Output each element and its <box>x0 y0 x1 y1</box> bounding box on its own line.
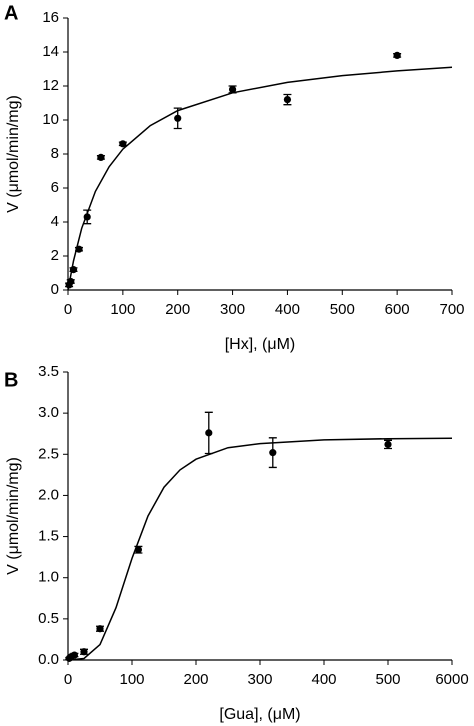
x-tick-label: 400 <box>275 301 300 318</box>
fit-curve <box>67 66 453 291</box>
y-tick-label: 2.5 <box>38 445 59 462</box>
y-axis-label: V (μmol/min/mg) <box>5 95 22 213</box>
data-point <box>174 114 182 122</box>
data-point <box>67 277 75 286</box>
data-point <box>283 96 292 104</box>
data-point <box>96 625 104 633</box>
panel-label: B <box>4 369 18 391</box>
y-tick-label: 16 <box>42 9 59 26</box>
y-tick-label: 2.0 <box>38 486 59 503</box>
y-tick-label: 3.0 <box>38 404 59 421</box>
y-tick-label: 3.5 <box>38 363 59 380</box>
data-point <box>119 140 127 148</box>
y-tick-label: 2 <box>51 247 59 264</box>
y-tick-label: 14 <box>42 43 59 60</box>
y-axis-label: V (μmol/min/mg) <box>5 457 22 575</box>
x-tick-label: 200 <box>165 301 190 318</box>
y-tick-label: 8 <box>51 145 59 162</box>
data-point <box>97 153 105 161</box>
y-tick-label: 0.5 <box>38 610 59 627</box>
y-tick-label: 1.0 <box>38 569 59 586</box>
x-axis-label: [Gua], (μM) <box>219 706 300 723</box>
x-tick-label: 500 <box>330 301 355 318</box>
x-tick-label: 0 <box>64 671 72 688</box>
x-tick-label: 300 <box>247 671 272 688</box>
x-tick-label: 600 <box>385 301 410 318</box>
x-axis-label: [Hx], (μM) <box>225 336 296 353</box>
data-point <box>70 651 78 659</box>
data-point <box>80 648 88 656</box>
y-tick-label: 12 <box>42 77 59 94</box>
data-point <box>393 51 401 60</box>
data-point <box>75 245 83 253</box>
x-tick-label: 400 <box>311 671 336 688</box>
data-point <box>228 85 237 93</box>
data-point <box>384 440 392 449</box>
x-tick-label: 0 <box>64 301 72 318</box>
data-point <box>134 546 142 554</box>
data-point <box>83 213 91 221</box>
x-tick-label: 100 <box>119 671 144 688</box>
x-tick-label: 200 <box>183 671 208 688</box>
data-point <box>69 266 78 274</box>
data-point <box>205 429 213 437</box>
x-tick-label: 300 <box>220 301 245 318</box>
x-tick-label: 700 <box>439 301 464 318</box>
y-tick-label: 0.0 <box>38 651 59 668</box>
fit-curve <box>67 437 453 661</box>
x-tick-label: 500 <box>375 671 400 688</box>
y-tick-label: 10 <box>42 111 59 128</box>
y-tick-label: 1.5 <box>38 528 59 545</box>
y-tick-label: 4 <box>51 213 59 230</box>
x-tick-label: 100 <box>110 301 135 318</box>
y-tick-label: 0 <box>51 281 59 298</box>
panel-label: A <box>4 2 18 24</box>
data-point <box>269 449 277 457</box>
y-tick-label: 6 <box>51 179 59 196</box>
x-tick-label: 6000 <box>435 671 468 688</box>
